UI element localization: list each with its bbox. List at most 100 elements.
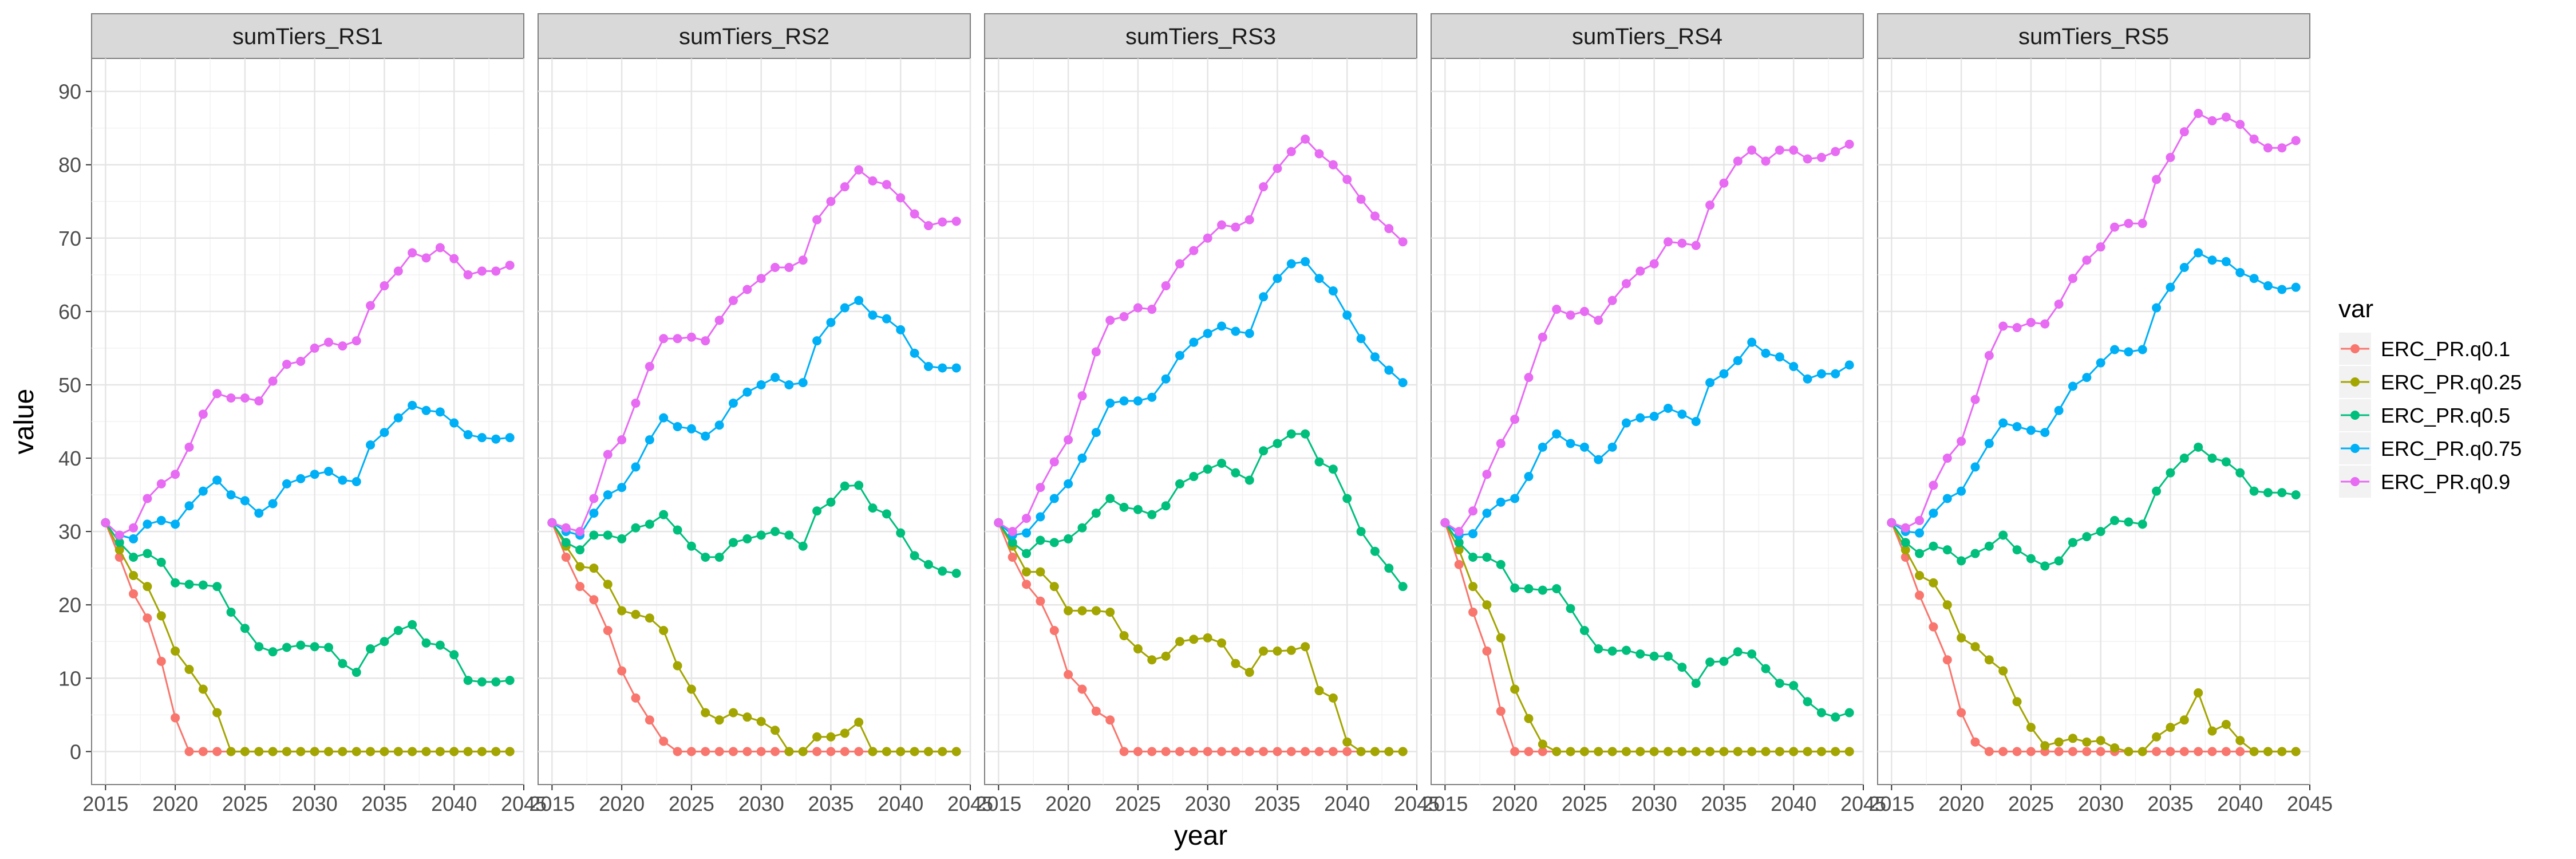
data-point: [1370, 211, 1380, 221]
data-point: [505, 747, 515, 756]
data-point: [198, 684, 208, 694]
data-point: [673, 661, 682, 671]
x-tick-label: 2015: [82, 792, 128, 815]
data-point: [463, 270, 473, 279]
data-point: [1915, 549, 1925, 558]
data-point: [1301, 642, 1310, 652]
data-point: [2138, 747, 2147, 756]
data-point: [2096, 747, 2105, 756]
data-point: [143, 494, 152, 503]
data-point: [1370, 546, 1380, 556]
data-point: [771, 263, 780, 273]
data-point: [2026, 318, 2036, 328]
data-point: [686, 684, 696, 694]
data-point: [114, 538, 124, 547]
data-point: [477, 266, 487, 276]
data-point: [714, 316, 724, 325]
data-point: [1231, 326, 1240, 336]
data-point: [1301, 429, 1310, 439]
data-point: [1649, 651, 1659, 661]
data-point: [254, 396, 264, 406]
data-point: [254, 509, 264, 518]
data-point: [742, 534, 752, 543]
data-point: [2221, 112, 2231, 122]
data-point: [1342, 310, 1352, 320]
data-point: [589, 494, 599, 503]
data-point: [1244, 747, 1254, 756]
data-point: [2026, 747, 2036, 756]
data-point: [826, 196, 836, 206]
data-point: [1133, 505, 1143, 514]
data-point: [1091, 509, 1101, 518]
data-point: [1314, 747, 1324, 756]
data-point: [1761, 156, 1771, 166]
data-point: [1747, 145, 1757, 155]
data-point: [1273, 164, 1282, 174]
data-point: [366, 440, 376, 450]
data-point: [1064, 534, 1073, 543]
data-point: [1147, 305, 1157, 314]
data-point: [1789, 145, 1799, 155]
data-point: [1970, 642, 1980, 652]
y-tick-label: 80: [58, 153, 81, 177]
data-point: [171, 713, 180, 723]
data-point: [1482, 509, 1492, 518]
data-point: [645, 715, 654, 725]
data-point: [882, 314, 891, 324]
data-point: [296, 747, 306, 756]
data-point: [1203, 747, 1212, 756]
legend-item: ERC_PR.q0.1: [2338, 332, 2510, 366]
x-tick-label: 2035: [808, 792, 854, 815]
data-point: [2235, 120, 2245, 129]
data-point: [1356, 334, 1366, 344]
y-tick-label: 20: [58, 593, 81, 617]
data-point: [1328, 464, 1338, 474]
data-point: [840, 481, 850, 491]
data-point: [184, 442, 194, 452]
data-point: [1538, 332, 1547, 342]
data-point: [1231, 468, 1240, 478]
data-point: [1217, 459, 1227, 468]
data-point: [2179, 715, 2189, 725]
data-point: [338, 341, 347, 351]
data-point: [589, 564, 599, 573]
data-point: [1579, 306, 1589, 316]
data-point: [1482, 470, 1492, 479]
data-point: [1175, 479, 1184, 488]
data-point: [1719, 369, 1729, 379]
data-point: [1049, 457, 1059, 467]
legend-key-point: [2350, 411, 2360, 420]
data-point: [589, 595, 599, 605]
data-point: [603, 450, 613, 459]
series-group: [1887, 518, 2301, 756]
data-point: [1691, 679, 1701, 688]
data-point: [1579, 747, 1589, 756]
data-point: [617, 435, 627, 445]
data-point: [505, 676, 515, 685]
data-point: [951, 363, 961, 373]
data-point: [2026, 425, 2036, 435]
data-point: [2249, 274, 2259, 283]
data-point: [1370, 352, 1380, 362]
series-group: [994, 134, 1408, 537]
data-point: [1259, 446, 1269, 456]
data-point: [1189, 472, 1199, 482]
data-point: [1496, 633, 1506, 643]
data-point: [2110, 222, 2120, 232]
facet-strip-label: sumTiers_RS2: [679, 24, 829, 49]
data-point: [1607, 747, 1617, 756]
data-point: [1664, 403, 1673, 413]
x-tick-label: 2030: [1631, 792, 1677, 815]
data-point: [728, 538, 738, 547]
data-point: [171, 470, 180, 479]
data-point: [1342, 494, 1352, 503]
data-point: [1970, 462, 1980, 472]
data-point: [1161, 747, 1171, 756]
data-point: [728, 708, 738, 718]
data-point: [1915, 590, 1925, 600]
facet-strip: [538, 13, 971, 59]
data-point: [923, 747, 933, 756]
data-point: [2012, 545, 2022, 555]
data-point: [2152, 486, 2162, 496]
data-point: [714, 747, 724, 756]
